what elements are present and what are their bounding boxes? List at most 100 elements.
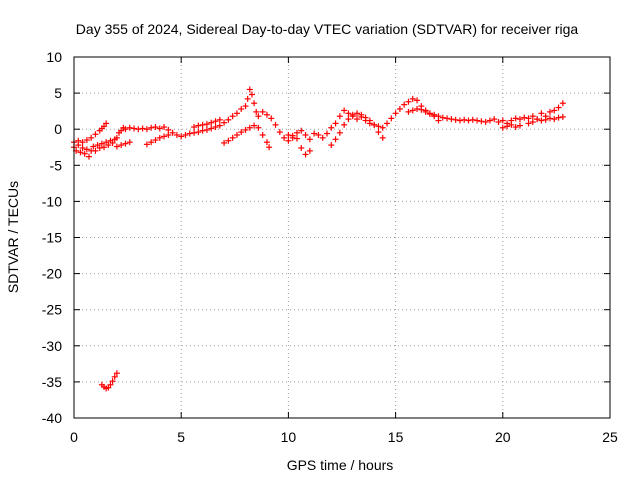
data-point xyxy=(259,131,266,138)
data-point xyxy=(152,137,159,144)
data-point xyxy=(221,119,228,126)
data-point xyxy=(332,136,339,143)
y-tick-label: -35 xyxy=(42,374,62,390)
chart-title: Day 355 of 2024, Sidereal Day-to-day VTE… xyxy=(76,21,579,37)
data-point xyxy=(225,137,232,144)
data-point xyxy=(439,114,446,121)
data-point xyxy=(285,131,292,138)
data-point xyxy=(96,144,103,151)
data-point xyxy=(534,116,541,123)
data-point xyxy=(366,117,373,124)
data-point xyxy=(482,118,489,125)
data-point xyxy=(216,116,223,123)
data-point xyxy=(546,108,553,115)
x-tick-label: 25 xyxy=(602,429,618,445)
grid-lines xyxy=(74,57,610,418)
data-point xyxy=(86,153,93,160)
data-point xyxy=(401,101,408,108)
tick-labels: 0 5 10 15 20 25 10 5 0 -5 -10 -15 -20 -25 -30 -35 -40 xyxy=(42,49,618,445)
data-point xyxy=(298,144,305,151)
data-point xyxy=(101,144,108,151)
data-point xyxy=(516,122,523,129)
data-point xyxy=(435,117,442,124)
data-point xyxy=(229,134,236,141)
data-point xyxy=(77,149,84,156)
data-point xyxy=(315,131,322,138)
data-point xyxy=(81,150,88,157)
data-point xyxy=(508,121,515,128)
data-point xyxy=(375,129,382,136)
data-point xyxy=(148,139,155,146)
data-point xyxy=(221,139,228,146)
data-point xyxy=(126,124,133,131)
data-point xyxy=(414,105,421,112)
data-point xyxy=(122,140,129,147)
data-point xyxy=(83,137,90,144)
data-point xyxy=(384,120,391,127)
data-point xyxy=(191,124,198,131)
data-point xyxy=(306,147,313,154)
data-point xyxy=(555,114,562,121)
data-point xyxy=(555,104,562,111)
data-point xyxy=(405,98,412,105)
data-point xyxy=(499,117,506,124)
data-point xyxy=(293,129,300,136)
data-point xyxy=(169,129,176,136)
x-tick-label: 0 xyxy=(70,429,78,445)
data-point xyxy=(118,142,125,149)
data-point xyxy=(512,124,519,131)
data-point xyxy=(238,105,245,112)
data-point xyxy=(156,125,163,132)
data-point xyxy=(354,110,361,117)
data-point xyxy=(238,129,245,136)
data-point xyxy=(529,113,536,120)
data-point xyxy=(165,131,172,138)
data-point xyxy=(336,113,343,120)
data-point xyxy=(229,113,236,120)
data-point xyxy=(559,113,566,120)
data-point xyxy=(444,115,451,122)
y-tick-label: 0 xyxy=(54,121,62,137)
data-point xyxy=(358,111,365,118)
data-point xyxy=(92,131,99,138)
data-point xyxy=(113,134,120,141)
data-point xyxy=(332,120,339,127)
data-point xyxy=(113,143,120,150)
data-point xyxy=(263,139,270,146)
data-point xyxy=(302,131,309,138)
data-point xyxy=(246,86,253,93)
data-point xyxy=(182,131,189,138)
y-tick-label: 10 xyxy=(46,49,62,65)
data-point xyxy=(98,140,105,147)
data-point xyxy=(266,144,273,151)
data-point xyxy=(336,129,343,136)
data-point xyxy=(293,135,300,142)
data-point xyxy=(328,142,335,149)
data-point xyxy=(178,133,185,140)
data-point xyxy=(244,95,251,102)
data-point xyxy=(538,117,545,124)
data-point xyxy=(542,116,549,123)
data-point xyxy=(268,115,275,122)
data-point xyxy=(208,125,215,132)
data-point xyxy=(255,113,262,120)
data-point xyxy=(418,106,425,113)
data-point xyxy=(79,144,86,151)
data-point xyxy=(375,123,382,130)
x-tick-label: 20 xyxy=(495,429,511,445)
data-point xyxy=(504,123,511,130)
x-tick-label: 15 xyxy=(388,429,404,445)
data-point xyxy=(551,107,558,114)
data-point xyxy=(392,110,399,117)
data-point xyxy=(143,126,150,133)
data-point xyxy=(199,127,206,134)
data-point xyxy=(311,130,318,137)
data-point xyxy=(465,117,472,124)
data-point xyxy=(233,131,240,138)
data-point xyxy=(103,120,110,127)
data-point xyxy=(90,143,97,150)
data-point xyxy=(191,129,198,136)
data-point xyxy=(431,113,438,120)
data-point xyxy=(289,132,296,139)
data-point xyxy=(105,142,112,149)
